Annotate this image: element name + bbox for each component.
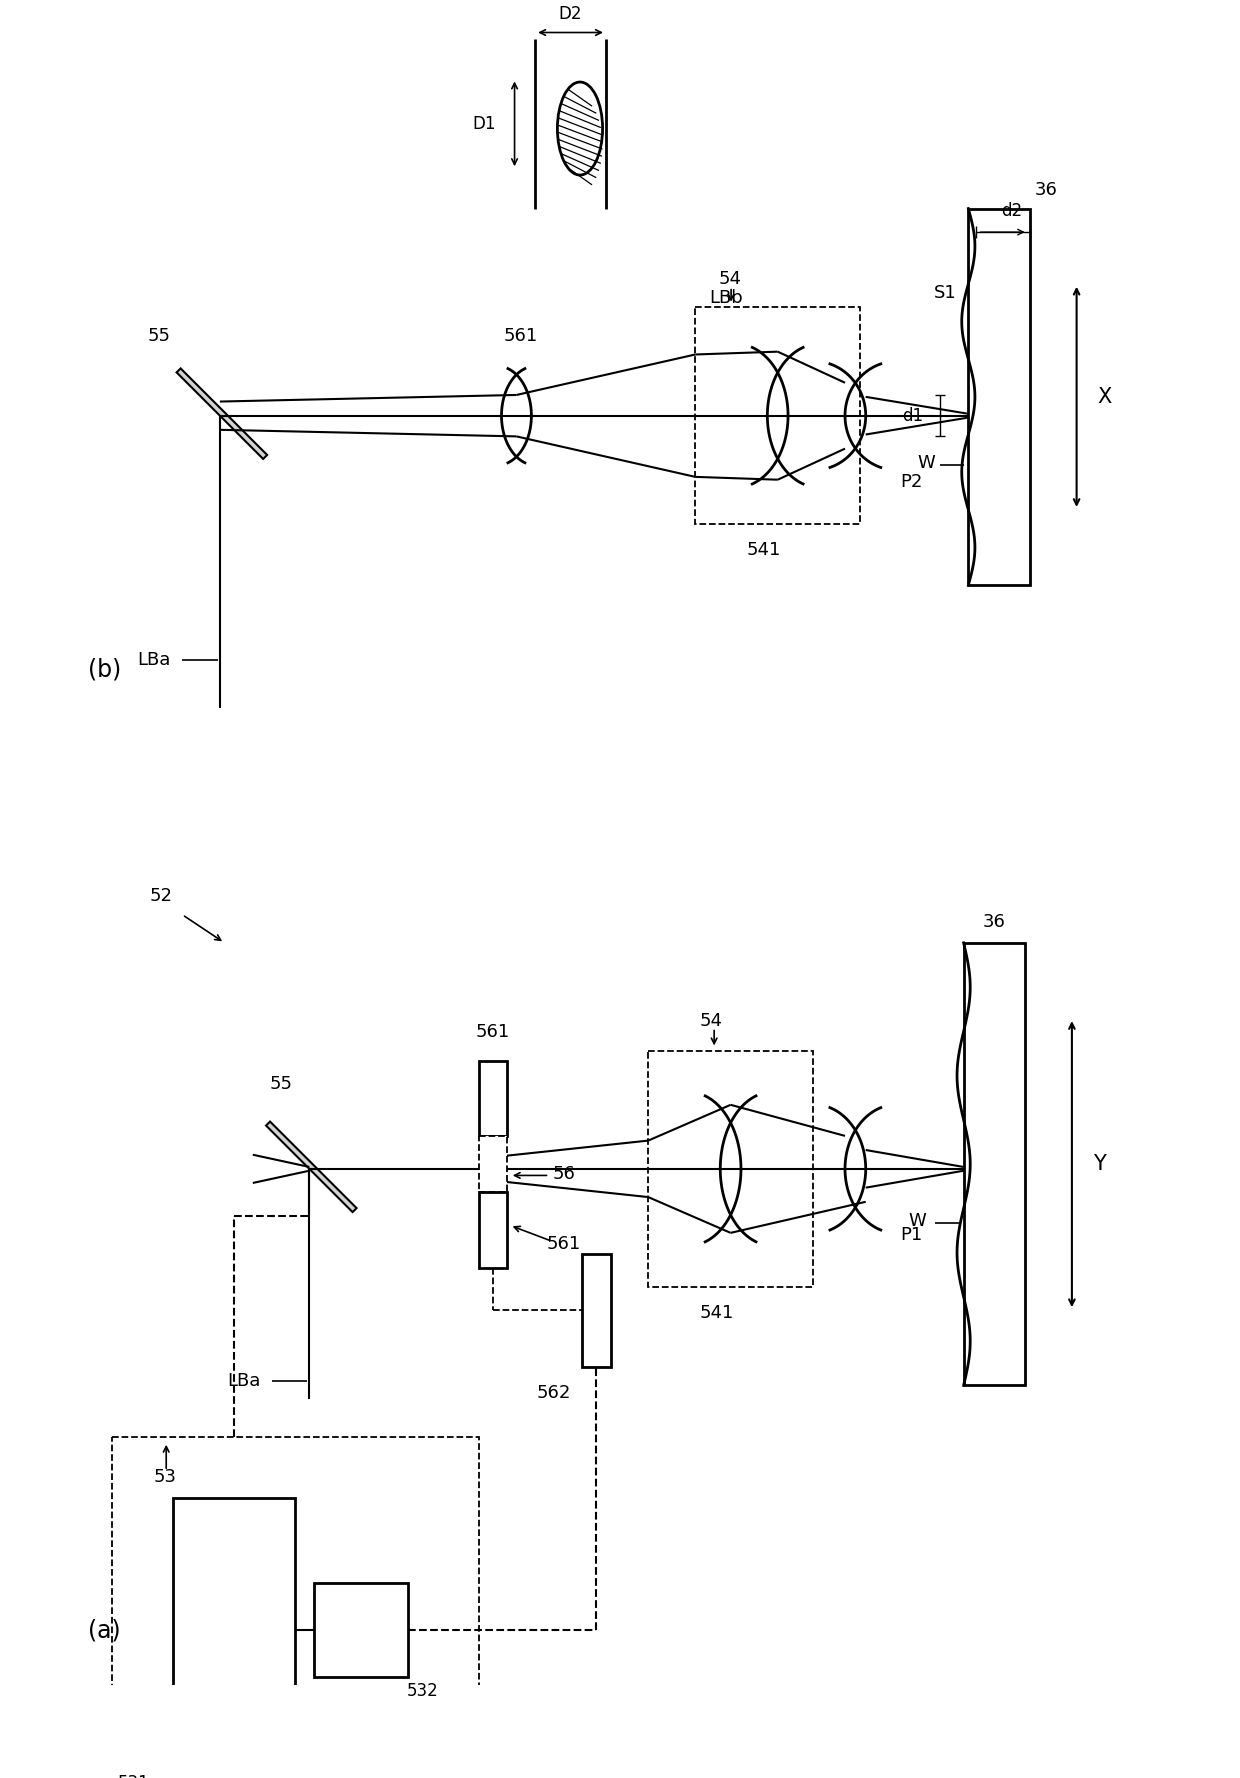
Polygon shape xyxy=(176,368,267,459)
Bar xyxy=(968,208,1029,585)
Text: P1: P1 xyxy=(900,1225,923,1245)
Text: 561: 561 xyxy=(503,327,538,345)
Text: X: X xyxy=(1097,388,1111,407)
Text: 53: 53 xyxy=(154,1467,177,1486)
Bar xyxy=(314,1582,408,1677)
Text: D2: D2 xyxy=(559,5,583,23)
Text: 541: 541 xyxy=(699,1303,734,1321)
Text: 561: 561 xyxy=(476,1024,510,1042)
Bar xyxy=(696,308,861,525)
Text: S1: S1 xyxy=(934,284,957,302)
Text: LBa: LBa xyxy=(227,1371,260,1390)
Text: 36: 36 xyxy=(983,914,1006,932)
Text: LBb: LBb xyxy=(709,290,743,308)
Bar xyxy=(112,1437,479,1778)
Polygon shape xyxy=(267,1122,357,1213)
Text: W: W xyxy=(908,1211,926,1230)
Bar xyxy=(479,1193,507,1268)
Text: 36: 36 xyxy=(1034,181,1058,199)
Text: 54: 54 xyxy=(701,1012,723,1029)
Text: 562: 562 xyxy=(537,1383,572,1401)
Text: D1: D1 xyxy=(472,116,496,133)
Text: 55: 55 xyxy=(269,1076,293,1093)
Text: W: W xyxy=(918,453,935,471)
Text: 56: 56 xyxy=(552,1165,575,1182)
Bar xyxy=(583,1253,610,1367)
Bar xyxy=(479,1136,507,1193)
Text: 531: 531 xyxy=(118,1774,149,1778)
Text: P2: P2 xyxy=(900,473,923,491)
Bar xyxy=(172,1499,295,1762)
Text: d2: d2 xyxy=(1002,203,1023,220)
Text: (a): (a) xyxy=(88,1618,120,1643)
Text: (b): (b) xyxy=(88,658,122,683)
Text: 52: 52 xyxy=(149,887,172,905)
Text: 561: 561 xyxy=(547,1236,580,1253)
Text: 532: 532 xyxy=(407,1682,438,1700)
Bar xyxy=(479,1060,507,1136)
Text: LBa: LBa xyxy=(138,651,171,670)
Text: 541: 541 xyxy=(746,541,781,560)
Text: d1: d1 xyxy=(901,407,923,425)
Text: 54: 54 xyxy=(719,270,742,288)
Text: Y: Y xyxy=(1092,1154,1106,1173)
Bar xyxy=(963,942,1024,1385)
Text: 55: 55 xyxy=(148,327,170,345)
Bar xyxy=(649,1051,813,1287)
